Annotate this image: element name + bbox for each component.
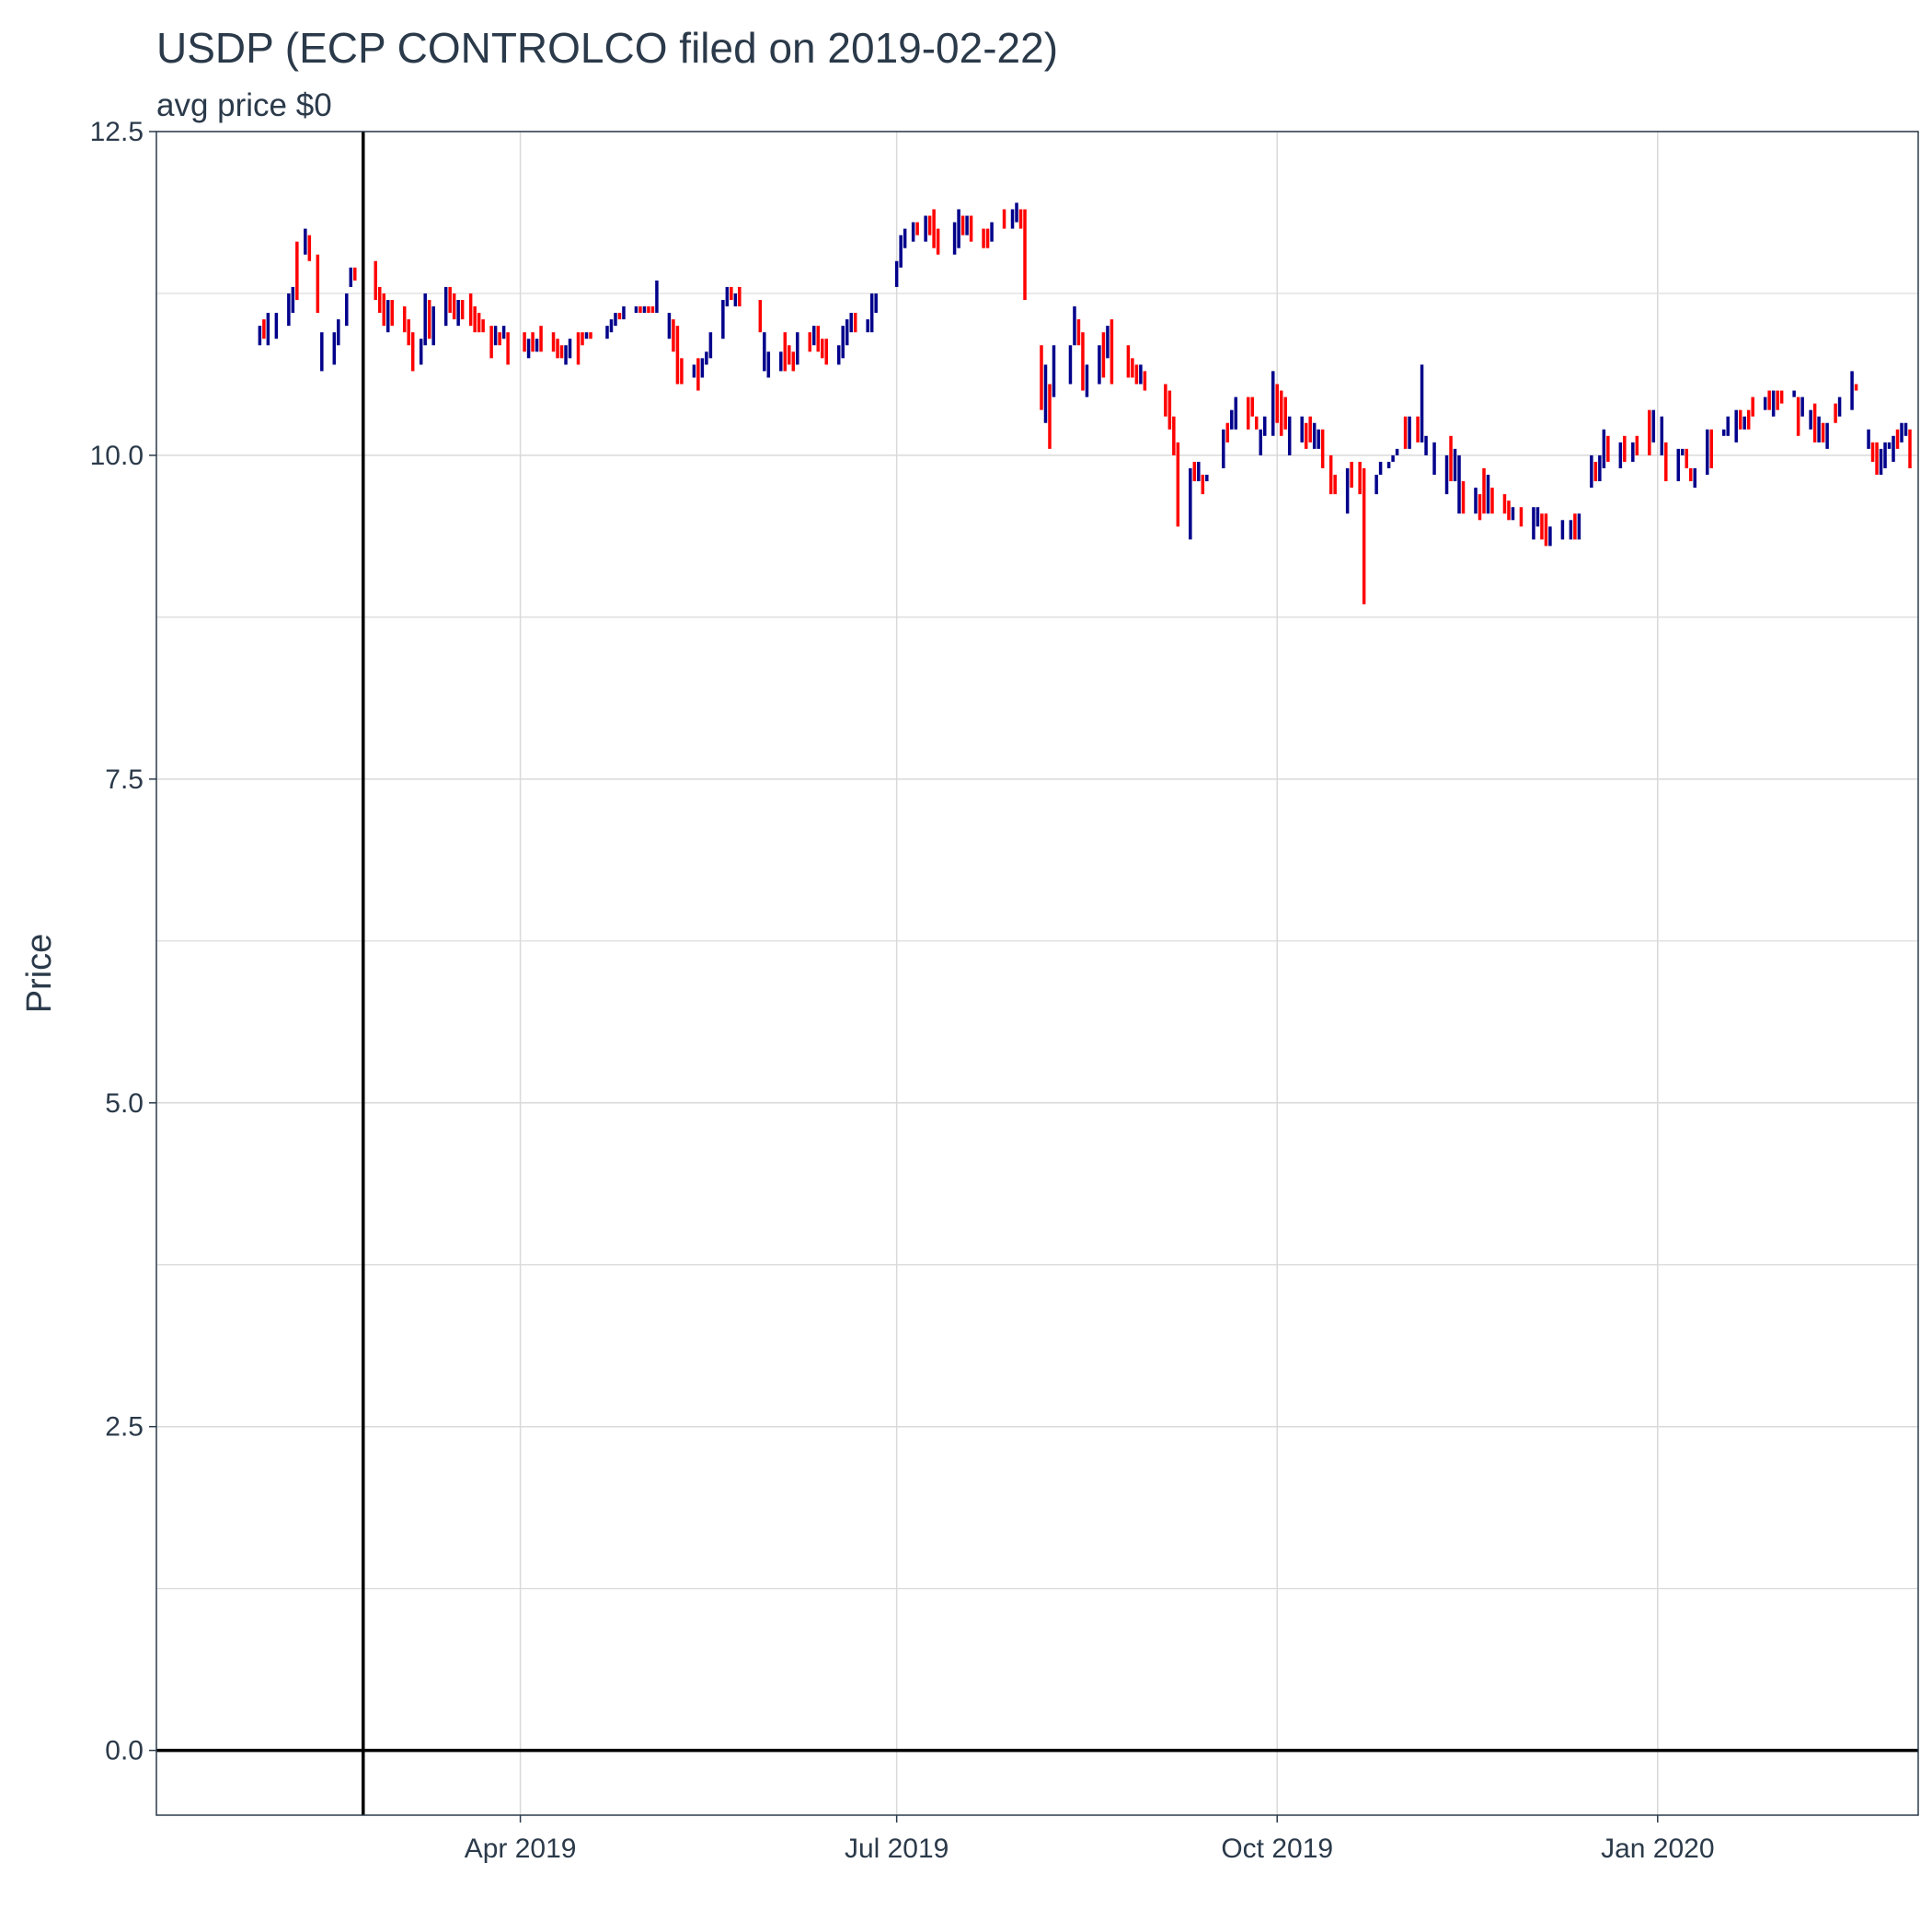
y-tick-label: 0.0 [105, 1736, 144, 1766]
x-axis-ticks: Apr 2019 Jul 2019 Oct 2019 Jan 2020 [465, 1815, 1715, 1864]
x-tick-label: Apr 2019 [465, 1834, 577, 1864]
x-tick-label: Oct 2019 [1221, 1834, 1333, 1864]
y-tick-label: 2.5 [105, 1412, 144, 1443]
y-tick-label: 5.0 [105, 1088, 144, 1119]
plot-border [155, 131, 1919, 1816]
y-tick-label: 12.5 [90, 117, 144, 147]
y-axis-ticks: 0.0 2.5 5.0 7.5 10.0 12.5 [90, 117, 156, 1766]
reference-lines [156, 132, 1918, 1815]
x-tick-label: Jul 2019 [845, 1834, 949, 1864]
y-tick-label: 10.0 [90, 441, 144, 471]
chart-subtitle: avg price $0 [156, 87, 332, 123]
chart-title: USDP (ECP CONTROLCO filed on 2019-02-22) [156, 24, 1058, 72]
y-axis-title: Price [20, 934, 59, 1014]
price-bars [258, 202, 1912, 604]
x-tick-label: Jan 2020 [1601, 1834, 1714, 1864]
y-tick-label: 7.5 [105, 765, 144, 795]
gridlines [156, 131, 1918, 1815]
